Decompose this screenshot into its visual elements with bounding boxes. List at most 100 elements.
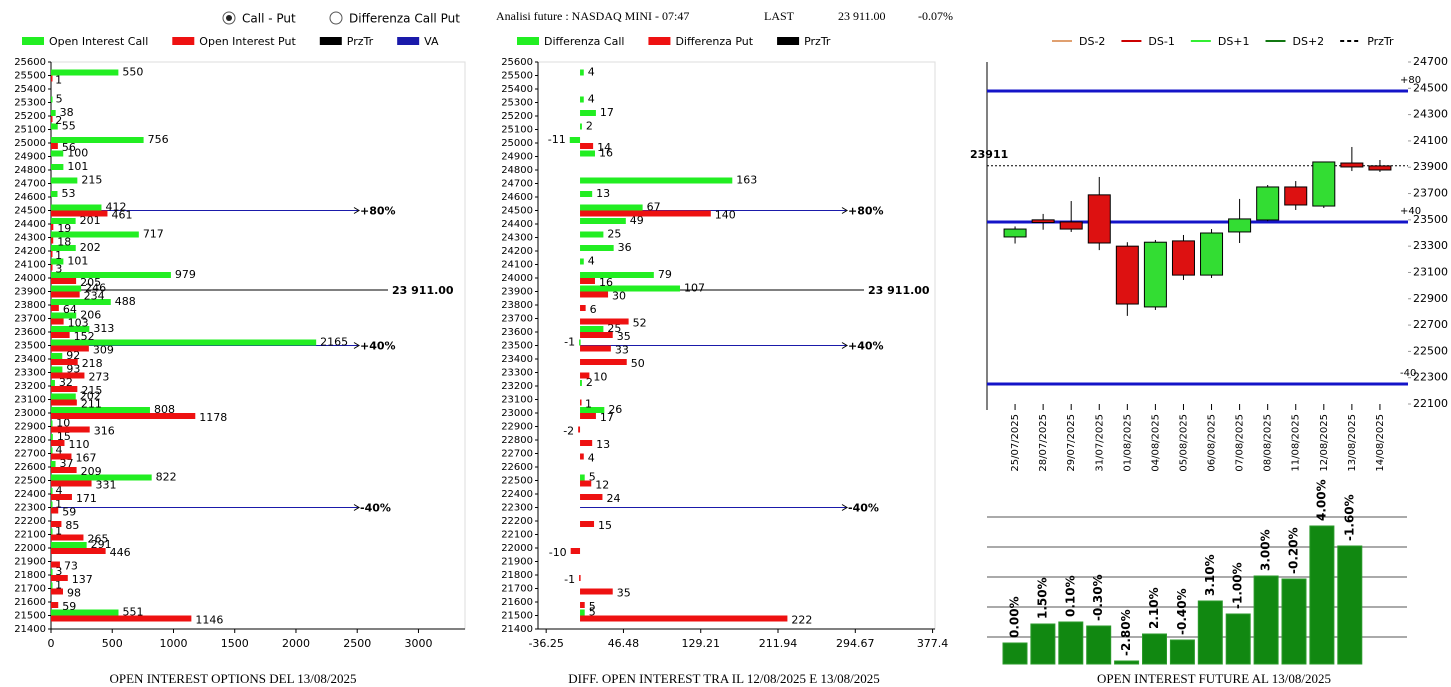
bar [570,548,581,554]
va-arrow [353,207,360,214]
y-tick-label: 22400 [501,489,533,500]
bar [580,359,627,365]
y-tick-label: 23500 [14,341,46,352]
bar [580,285,680,292]
bar-label: -0.20% [1287,527,1301,574]
bar-label: 16 [599,276,613,289]
bar-label: 4 [588,93,595,106]
bar [580,210,711,217]
y-tick-label: 24400 [14,219,46,230]
y-tick-label: 22500 [501,476,533,487]
bar [51,251,53,257]
bar-label: 202 [80,390,101,403]
bar-label: 19 [57,222,71,235]
bar-label: 0.00% [1008,596,1022,638]
bar-label: 36 [618,241,632,254]
bar [51,218,76,224]
x-tick-label: 129.21 [681,637,720,650]
radio-label[interactable]: Differenza Call Put [349,12,460,26]
x-tick-label: 377.4 [917,637,949,650]
bar [51,143,58,149]
y-tick-label: 24600 [14,192,46,203]
bar [580,318,629,325]
bar [580,291,609,298]
bar-label: 92 [66,349,80,362]
y-tick-label: 23500 [1413,213,1448,226]
candle-body [1031,219,1055,223]
bar-label: 215 [81,174,102,187]
bar-label: 103 [68,317,89,330]
bar-label: 13 [596,438,610,451]
radio[interactable] [329,11,343,25]
bar [580,150,595,157]
bar [51,413,196,419]
bar [51,291,80,298]
bar [580,258,584,265]
bar [51,474,152,481]
y-tick-label: 22700 [14,449,46,460]
bar [51,542,87,548]
bar-label: 313 [93,322,114,335]
bar-label: 1146 [195,614,223,627]
bar [51,447,53,454]
bar-label: 1 [55,579,62,592]
legend-label: Differenza Put [675,35,753,48]
x-tick-label: 211.94 [759,637,798,650]
bar-label: 822 [156,471,177,484]
y-tick-label: 22000 [14,543,46,554]
bar [1197,600,1223,665]
bar [51,372,85,379]
bar-label: 10 [56,417,70,430]
bar [580,345,611,352]
y-tick-label: 24200 [501,246,533,257]
bar [51,480,92,487]
y-tick-label: 22300 [1413,371,1448,384]
x-tick-label: 07/08/2025 [1235,414,1246,472]
radio-label[interactable]: Call - Put [242,12,296,26]
bar [580,110,596,116]
x-tick-label: 2000 [282,637,310,650]
bar-label: 163 [736,174,757,187]
y-tick-label: 25000 [14,138,46,149]
radio-diff[interactable]: Differenza Call Put [329,11,460,26]
legend-label: Open Interest Call [49,35,148,48]
bar [580,588,613,595]
bar-label: 201 [80,214,101,227]
bar [51,353,63,359]
bar-label: 4 [588,255,595,268]
x-tick-label: 29/07/2025 [1066,414,1077,472]
bar [51,69,119,76]
bar [580,453,584,460]
bar [51,528,53,535]
bar [580,272,654,278]
bar-label: 205 [80,276,101,289]
bar-label: 4 [55,444,62,457]
bar-label: 488 [115,295,136,308]
bar-label: 756 [148,133,169,146]
y-tick-label: 22500 [1413,344,1448,357]
candle-body [1087,194,1111,244]
y-tick-label: 25500 [14,71,46,82]
bar-label: 209 [81,465,102,478]
bar-label: -0.40% [1175,588,1189,635]
bar [580,305,586,311]
bar [51,231,139,238]
bar [51,609,119,616]
bar-label: 4.00% [1314,479,1328,521]
bar [51,116,53,122]
va-arrow [353,342,360,349]
bar-label: 50 [631,357,645,370]
y-tick-label: 25300 [501,98,533,109]
bar [51,393,76,400]
bar [1225,613,1251,665]
price-label: 23911 [970,148,1008,161]
y-tick-label: 24700 [501,179,533,190]
bar-label: 461 [111,209,132,222]
y-tick-label: 25600 [14,57,46,68]
bar-label: 5 [589,471,596,484]
y-tick-label: 25500 [501,71,533,82]
bar-label: 12 [595,479,609,492]
bar-label: 1 [55,74,62,87]
radio-call-put[interactable]: Call - Put [222,11,296,26]
